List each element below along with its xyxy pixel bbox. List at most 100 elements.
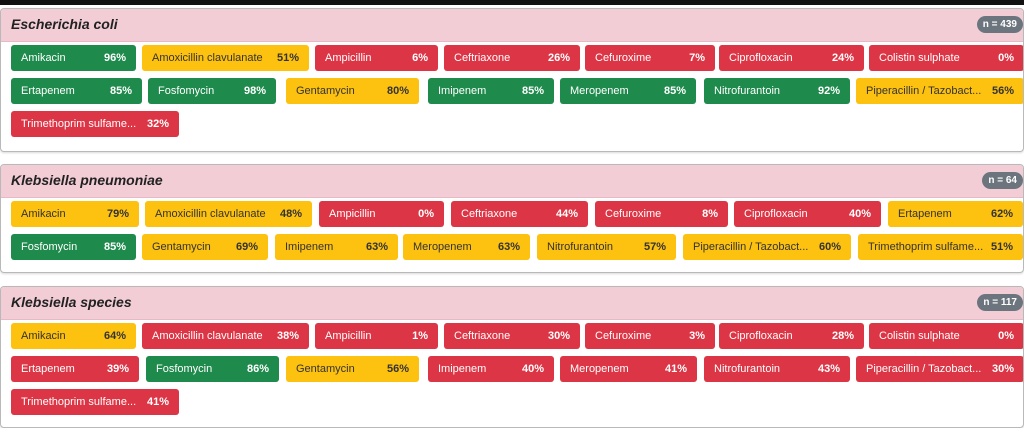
susceptibility-percent: 43% [817,363,840,375]
antibiotic-name: Ertapenem [21,363,75,375]
antibiotic-chip[interactable]: Imipenem 63% [275,234,398,260]
antibiotic-chip[interactable]: Cefuroxime 7% [585,45,715,71]
antibiotic-name: Trimethoprim sulfame... [868,241,984,253]
susceptibility-percent: 40% [848,208,871,220]
antibiotic-chip[interactable]: Piperacillin / Tazobact... 56% [856,78,1023,104]
antibiotic-chip[interactable]: Ampicillin 1% [315,323,438,349]
antibiotic-name: Amoxicillin clavulanate [152,330,263,342]
antibiotic-name: Fosfomycin [158,85,215,97]
antibiotic-chip[interactable]: Ceftriaxone 44% [451,201,588,227]
antibiotic-chip[interactable]: Ertapenem 85% [11,78,142,104]
antibiotic-chip[interactable]: Gentamycin 69% [142,234,268,260]
antibiotic-chip[interactable]: Ampicillin 6% [315,45,438,71]
antibiotic-name: Ertapenem [898,208,952,220]
antibiotic-chip[interactable]: Amikacin 79% [11,201,139,227]
susceptibility-percent: 44% [555,208,578,220]
antibiotic-chip[interactable]: Amikacin 96% [11,45,136,71]
antibiotic-name: Gentamycin [296,85,355,97]
antibiotic-name: Nitrofurantoin [547,241,614,253]
antibiotic-name: Imipenem [438,85,487,97]
susceptibility-percent: 39% [106,363,129,375]
antibiotic-chip[interactable]: Ciprofloxacin 24% [719,45,864,71]
susceptibility-percent: 98% [243,85,266,97]
sample-count-badge: n = 117 [977,294,1023,311]
antibiotic-name: Ciprofloxacin [729,330,793,342]
panel-header: Klebsiella pneumoniae n = 64 [1,165,1023,198]
antibiotic-name: Ciprofloxacin [729,52,793,64]
susceptibility-percent: 40% [521,363,544,375]
antibiotic-name: Fosfomycin [156,363,213,375]
antibiotic-name: Ceftriaxone [454,52,511,64]
susceptibility-percent: 28% [831,330,854,342]
antibiotic-name: Fosfomycin [21,241,78,253]
antibiotic-chip[interactable]: Meropenem 63% [403,234,530,260]
antibiotic-chip[interactable]: Ertapenem 39% [11,356,139,382]
antibiotic-chip[interactable]: Nitrofurantoin 57% [537,234,676,260]
antibiotic-chip[interactable]: Fosfomycin 85% [11,234,136,260]
susceptibility-percent: 41% [664,363,687,375]
antibiotic-name: Trimethoprim sulfame... [21,396,137,408]
antibiotic-chip[interactable]: Colistin sulphate 0% [869,45,1023,71]
susceptibility-percent: 85% [521,85,544,97]
susceptibility-percent: 32% [146,118,169,130]
susceptibility-percent: 69% [235,241,258,253]
antibiotic-chip[interactable]: Ciprofloxacin 40% [734,201,881,227]
antibiotic-chip[interactable]: Piperacillin / Tazobact... 30% [856,356,1023,382]
susceptibility-percent: 56% [386,363,409,375]
antibiotic-chip[interactable]: Trimethoprim sulfame... 51% [858,234,1023,260]
antibiotic-chip[interactable]: Nitrofurantoin 92% [704,78,850,104]
antibiotic-chip[interactable]: Trimethoprim sulfame... 32% [11,111,179,137]
antibiotic-chip[interactable]: Gentamycin 80% [286,78,419,104]
antibiotic-chip[interactable]: Imipenem 85% [428,78,554,104]
antibiotic-chip[interactable]: Ceftriaxone 30% [444,323,580,349]
antibiotic-name: Piperacillin / Tazobact... [866,363,982,375]
antibiotic-chip[interactable]: Amoxicillin clavulanate 38% [142,323,309,349]
organism-panel-klebsiella-species: Klebsiella species n = 117 Amikacin 64% Am… [0,286,1024,428]
top-bar [0,0,1024,5]
antibiotic-chip[interactable]: Imipenem 40% [428,356,554,382]
antibiotic-chip[interactable]: Trimethoprim sulfame... 41% [11,389,179,415]
antibiotic-name: Amikacin [21,330,66,342]
antibiotic-chip[interactable]: Fosfomycin 98% [148,78,276,104]
antibiotic-chip[interactable]: Meropenem 85% [560,78,696,104]
susceptibility-percent: 41% [146,396,169,408]
susceptibility-percent: 26% [547,52,570,64]
antibiotic-chip[interactable]: Colistin sulphate 0% [869,323,1023,349]
antibiotic-chip[interactable]: Ampicillin 0% [319,201,444,227]
susceptibility-percent: 92% [817,85,840,97]
antibiotic-chip[interactable]: Amikacin 64% [11,323,136,349]
antibiotic-chip[interactable]: Fosfomycin 86% [146,356,279,382]
antibiotic-name: Cefuroxime [595,52,652,64]
susceptibility-percent: 30% [991,363,1014,375]
antibiotic-name: Amoxicillin clavulanate [155,208,266,220]
susceptibility-percent: 51% [276,52,299,64]
antibiotic-chip[interactable]: Amoxicillin clavulanate 48% [145,201,312,227]
antibiotic-name: Trimethoprim sulfame... [21,118,137,130]
antibiotic-name: Colistin sulphate [879,52,960,64]
susceptibility-percent: 57% [643,241,666,253]
susceptibility-percent: 0% [998,330,1014,342]
susceptibility-percent: 62% [990,208,1013,220]
antibiotic-name: Amikacin [21,208,66,220]
susceptibility-percent: 7% [689,52,705,64]
antibiotic-chip[interactable]: Gentamycin 56% [286,356,419,382]
antibiotic-name: Meropenem [413,241,472,253]
antibiotic-chip[interactable]: Meropenem 41% [560,356,697,382]
antibiotic-name: Meropenem [570,363,629,375]
antibiotic-chip[interactable]: Ertapenem 62% [888,201,1023,227]
sample-count-badge: n = 64 [982,172,1023,189]
susceptibility-percent: 63% [497,241,520,253]
susceptibility-percent: 24% [831,52,854,64]
antibiotic-name: Cefuroxime [595,330,652,342]
antibiotic-chip[interactable]: Ceftriaxone 26% [444,45,580,71]
antibiotic-chip[interactable]: Amoxicillin clavulanate 51% [142,45,309,71]
antibiotic-chip[interactable]: Piperacillin / Tazobact... 60% [683,234,851,260]
antibiotic-chip[interactable]: Cefuroxime 8% [595,201,728,227]
antibiotic-chip[interactable]: Nitrofurantoin 43% [704,356,850,382]
antibiotic-name: Colistin sulphate [879,330,960,342]
sample-count-badge: n = 439 [976,16,1023,33]
antibiotic-chip[interactable]: Ciprofloxacin 28% [719,323,864,349]
organism-panel-klebsiella-pneumoniae: Klebsiella pneumoniae n = 64 Amikacin 79%… [0,164,1024,273]
susceptibility-percent: 0% [418,208,434,220]
antibiotic-chip[interactable]: Cefuroxime 3% [585,323,715,349]
